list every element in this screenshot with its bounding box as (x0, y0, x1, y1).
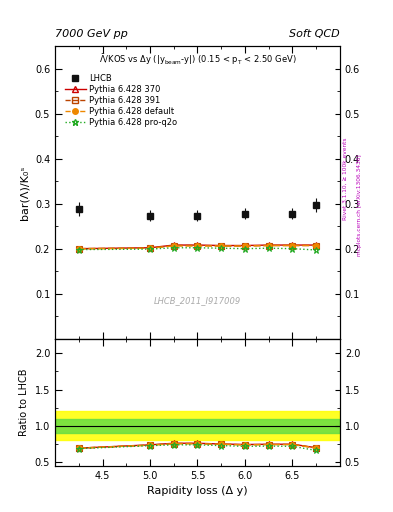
Bar (55, 412, 340, 440)
Text: 7000 GeV pp: 7000 GeV pp (55, 29, 128, 39)
Text: LHCB_2011_I917009: LHCB_2011_I917009 (154, 296, 241, 305)
Text: Rivet 3.1.10, ≥ 100k events: Rivet 3.1.10, ≥ 100k events (343, 138, 348, 221)
Legend: LHCB, Pythia 6.428 370, Pythia 6.428 391, Pythia 6.428 default, Pythia 6.428 pro: LHCB, Pythia 6.428 370, Pythia 6.428 391… (65, 74, 177, 127)
Text: $\bar{\Lambda}$/KOS vs $\Delta$y (|y$_{\rm beam}$-y|) (0.15 < p$_{\rm T}$ < 2.50: $\bar{\Lambda}$/KOS vs $\Delta$y (|y$_{\… (99, 52, 296, 67)
Text: Soft QCD: Soft QCD (289, 29, 340, 39)
Y-axis label: Ratio to LHCB: Ratio to LHCB (19, 369, 29, 436)
X-axis label: Rapidity loss (Δ y): Rapidity loss (Δ y) (147, 486, 248, 496)
Bar (55, 419, 340, 433)
Y-axis label: bar(Λ)/K₀ˢ: bar(Λ)/K₀ˢ (19, 165, 29, 220)
Text: mcplots.cern.ch [arXiv:1306.3436]: mcplots.cern.ch [arXiv:1306.3436] (357, 154, 362, 255)
